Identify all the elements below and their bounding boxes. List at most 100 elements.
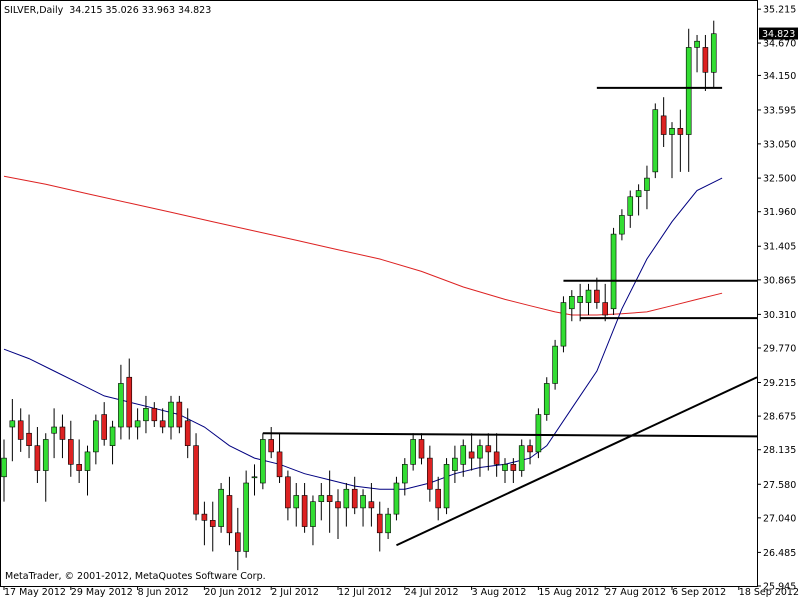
bull-candle-body: [694, 40, 700, 48]
candle: [42, 433, 49, 502]
candle: [502, 458, 508, 484]
candle: [9, 399, 16, 462]
bull-candle-body: [669, 128, 675, 135]
date-tick-label: 20 Jun 2012: [204, 587, 261, 598]
bull-candle-body: [143, 408, 149, 422]
bull-candle-body: [343, 488, 350, 509]
candle: [59, 414, 66, 459]
bear-candle-body: [301, 495, 308, 527]
trend-line: [396, 376, 758, 547]
candle: [276, 433, 283, 484]
candle: [619, 209, 625, 241]
bull-candle-body: [710, 33, 717, 73]
candle: [510, 458, 517, 484]
price-tick-label: 27.040: [763, 513, 796, 524]
candle: [268, 427, 275, 459]
bear-candle-body: [485, 445, 492, 453]
candle: [427, 445, 433, 502]
candle: [335, 489, 341, 540]
date-tick-label: 24 Jul 2012: [405, 587, 459, 598]
date-tick-label: 12 Jul 2012: [338, 587, 392, 598]
date-tick-label: 17 May 2012: [4, 587, 66, 598]
bear-candle-body: [510, 464, 517, 471]
candle: [393, 476, 400, 521]
candle: [118, 364, 124, 440]
bull-candle-body: [452, 457, 458, 471]
bull-candle-body: [9, 420, 16, 428]
candle: [527, 439, 533, 465]
candle: [410, 433, 416, 471]
candle: [418, 433, 425, 465]
bear-candle-body: [435, 488, 442, 509]
candle: [477, 439, 483, 477]
date-tick-label: 15 Aug 2012: [538, 587, 599, 598]
price-tick-label: 32.500: [763, 174, 796, 185]
bear-candle-body: [418, 439, 425, 459]
bear-candle-body: [101, 414, 107, 440]
bull-candle-body: [218, 488, 224, 527]
bear-candle-body: [159, 420, 166, 428]
price-tick-label: 28.675: [763, 412, 796, 423]
candle: [535, 408, 542, 459]
bull-candle-body: [502, 464, 508, 471]
bear-candle-body: [226, 495, 233, 534]
bull-candle-body: [168, 401, 174, 428]
bull-candle-body: [568, 296, 575, 310]
candle: [468, 433, 475, 471]
bear-candle-body: [702, 47, 709, 73]
candle: [51, 408, 57, 459]
bull-candle-body: [443, 464, 450, 509]
bear-candle-body: [68, 439, 74, 465]
candle: [17, 408, 24, 452]
candle: [552, 339, 558, 390]
bull-candle-body: [644, 177, 650, 191]
candle: [109, 420, 116, 465]
bear-candle-body: [268, 439, 275, 453]
date-tick-label: 8 Jun 2012: [138, 587, 189, 598]
price-axis: 35.215 34.670 34.150 33.595 33.050 32.500 31.9…: [757, 5, 798, 593]
candle: [401, 458, 408, 496]
bull-candle-body: [535, 414, 542, 453]
candle: [134, 408, 141, 440]
candle: [594, 277, 600, 309]
candle: [652, 103, 659, 179]
candle: [176, 395, 183, 434]
current-price-badge: [759, 27, 798, 40]
candle: [610, 227, 617, 315]
bull-candle-body: [619, 215, 625, 235]
price-tick-label: 35.215: [763, 5, 796, 16]
bear-candle-body: [276, 451, 283, 478]
bear-candle-body: [285, 476, 291, 509]
bull-candle-body: [134, 420, 141, 428]
candle: [184, 408, 191, 459]
bear-candle-body: [351, 488, 358, 509]
bear-candle-body: [335, 501, 341, 509]
candle: [685, 28, 692, 172]
bear-candle-body: [209, 520, 216, 527]
price-tick-label: 30.310: [763, 310, 796, 321]
price-tick-label: 26.485: [763, 548, 796, 559]
bull-candle-body: [42, 439, 49, 471]
bear-candle-body: [326, 495, 333, 502]
candle: [560, 296, 567, 353]
bull-candle-body: [477, 445, 483, 459]
bear-candle-body: [677, 128, 684, 135]
drawn-lines: [262, 86, 758, 547]
candle: [260, 433, 266, 490]
candle: [301, 483, 308, 533]
date-tick-label: 6 Sep 2012: [672, 587, 726, 598]
date-tick-label: 18 Sep 2012: [739, 587, 799, 598]
bull-candle-body: [243, 482, 249, 552]
time-axis: 17 May 2012 29 May 2012 8 Jun 2012 20 Jun 2…: [3, 586, 799, 598]
candle: [193, 433, 199, 521]
candle: [318, 483, 325, 521]
candle: [326, 470, 333, 533]
bear-candle-body: [184, 420, 191, 446]
fast-ma-line: [3, 177, 723, 490]
bull-candle-body: [543, 383, 550, 415]
bear-candle-body: [201, 513, 208, 521]
bull-candle-body: [293, 495, 300, 509]
bull-candle-body: [51, 426, 57, 434]
price-tick-label: 31.960: [763, 207, 796, 218]
bear-candle-body: [468, 451, 475, 459]
